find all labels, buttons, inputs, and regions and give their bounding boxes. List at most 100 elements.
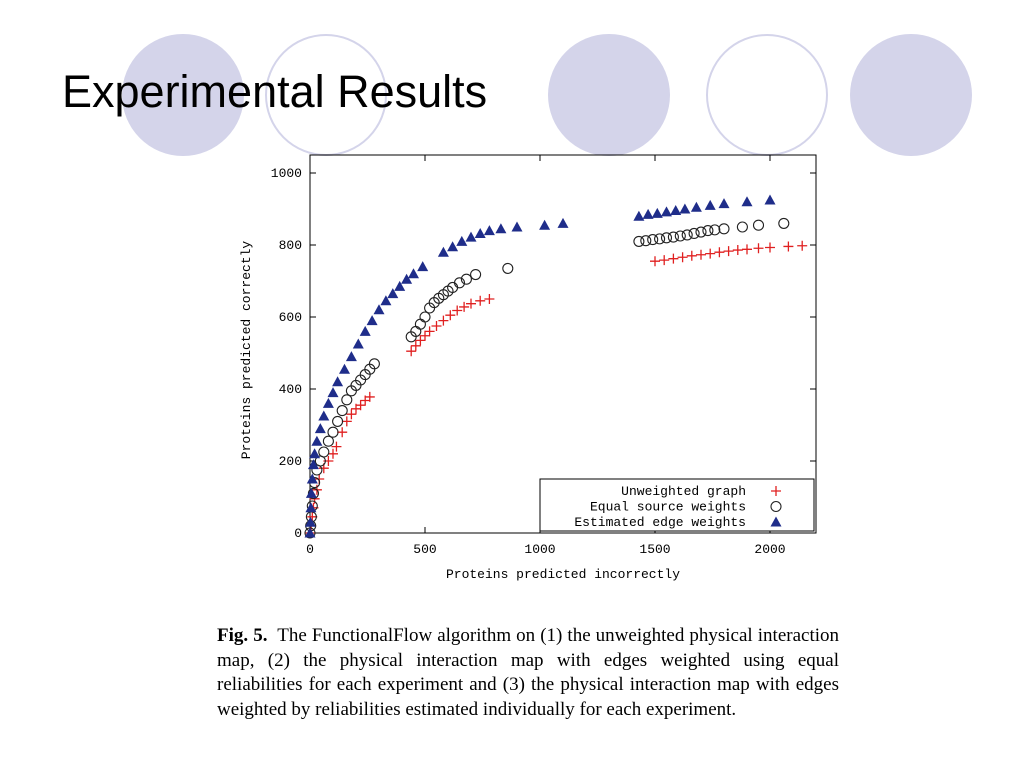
data-point bbox=[465, 231, 477, 242]
x-tick-label: 500 bbox=[413, 542, 436, 557]
data-point bbox=[419, 311, 431, 323]
data-point bbox=[322, 397, 334, 408]
data-point bbox=[741, 196, 753, 207]
chart-marks bbox=[304, 194, 808, 539]
data-point bbox=[331, 441, 342, 452]
data-point bbox=[670, 204, 682, 215]
slide-title: Experimental Results bbox=[62, 66, 488, 117]
data-point bbox=[408, 268, 419, 279]
data-point bbox=[424, 326, 435, 337]
data-point bbox=[332, 415, 344, 427]
data-point bbox=[346, 409, 357, 420]
data-point bbox=[778, 217, 790, 229]
data-point bbox=[688, 227, 700, 240]
data-point bbox=[410, 340, 421, 351]
data-point bbox=[406, 346, 417, 357]
x-tick-label: 2000 bbox=[754, 542, 785, 557]
data-point bbox=[327, 387, 339, 398]
data-point bbox=[677, 252, 688, 263]
data-point bbox=[414, 318, 426, 330]
legend-marker bbox=[770, 516, 782, 527]
data-point bbox=[459, 301, 470, 312]
data-point bbox=[305, 502, 317, 513]
data-point bbox=[709, 224, 721, 236]
data-point bbox=[764, 194, 776, 205]
data-point bbox=[704, 199, 716, 210]
data-point bbox=[322, 435, 334, 447]
data-point bbox=[470, 268, 482, 281]
data-point bbox=[714, 247, 725, 258]
data-point bbox=[332, 376, 344, 387]
y-tick-label: 800 bbox=[279, 238, 302, 253]
data-point bbox=[311, 435, 323, 446]
data-point bbox=[702, 225, 714, 237]
y-tick-label: 0 bbox=[294, 526, 302, 541]
data-point bbox=[732, 245, 743, 256]
data-point bbox=[431, 321, 442, 331]
data-point bbox=[345, 351, 357, 362]
x-tick-label: 1500 bbox=[639, 542, 670, 557]
decor-circle-4 bbox=[706, 34, 828, 156]
data-point bbox=[309, 448, 321, 459]
data-point bbox=[640, 235, 652, 247]
data-point bbox=[438, 315, 449, 326]
data-point bbox=[355, 400, 366, 411]
data-point bbox=[718, 198, 730, 209]
decor-circle-1 bbox=[122, 34, 244, 156]
data-point bbox=[557, 217, 569, 228]
data-point bbox=[752, 219, 765, 231]
chart-svg: 0 500 1000 1500 2000 0 200 400 600 800 1000 Unweig… bbox=[239, 154, 817, 582]
data-point bbox=[511, 221, 523, 232]
data-point bbox=[373, 304, 385, 315]
data-point bbox=[475, 295, 486, 306]
data-point bbox=[445, 310, 456, 321]
caption-label: Fig. 5. bbox=[217, 625, 268, 646]
y-tick-label: 600 bbox=[279, 310, 302, 325]
data-point bbox=[318, 410, 330, 421]
data-point bbox=[456, 235, 468, 246]
data-point bbox=[339, 363, 350, 374]
data-point bbox=[420, 330, 430, 341]
decor-circle-3 bbox=[548, 34, 670, 156]
data-point bbox=[394, 280, 406, 291]
data-point bbox=[753, 243, 764, 254]
data-point bbox=[305, 487, 317, 498]
data-point bbox=[401, 273, 413, 284]
data-point bbox=[415, 335, 426, 346]
data-point bbox=[366, 315, 378, 326]
data-point bbox=[474, 227, 486, 238]
data-point bbox=[650, 256, 660, 267]
data-point bbox=[318, 446, 330, 458]
decor-circle-5 bbox=[850, 34, 972, 156]
figure-caption: Fig. 5. The FunctionalFlow algorithm on … bbox=[217, 624, 839, 722]
y-tick-label: 400 bbox=[279, 382, 302, 397]
data-point bbox=[681, 229, 693, 241]
data-point bbox=[502, 262, 514, 274]
data-point bbox=[460, 273, 472, 285]
data-point bbox=[659, 255, 670, 266]
data-point bbox=[654, 233, 666, 245]
chart-axes: 0 500 1000 1500 2000 0 200 400 600 800 1000 bbox=[271, 154, 817, 557]
data-point bbox=[341, 394, 353, 406]
data-point bbox=[695, 226, 707, 238]
data-point bbox=[718, 223, 730, 235]
data-point bbox=[495, 223, 507, 234]
legend-marker bbox=[771, 486, 781, 496]
data-point bbox=[387, 288, 399, 299]
data-point bbox=[797, 240, 808, 251]
data-point bbox=[304, 527, 316, 538]
scatter-chart: 0 500 1000 1500 2000 0 200 400 600 800 1000 Unweig… bbox=[228, 150, 828, 595]
data-point bbox=[674, 230, 686, 242]
data-point bbox=[341, 416, 352, 427]
data-point bbox=[679, 203, 691, 214]
data-point bbox=[705, 248, 716, 259]
data-point bbox=[633, 235, 645, 247]
data-point bbox=[328, 448, 338, 459]
data-point bbox=[668, 253, 679, 264]
data-point bbox=[484, 294, 495, 304]
data-point bbox=[368, 358, 380, 370]
x-tick-label: 0 bbox=[306, 542, 314, 557]
y-axis-label: Proteins predicted correctly bbox=[239, 241, 254, 460]
data-point bbox=[447, 241, 459, 252]
data-point bbox=[304, 516, 316, 527]
